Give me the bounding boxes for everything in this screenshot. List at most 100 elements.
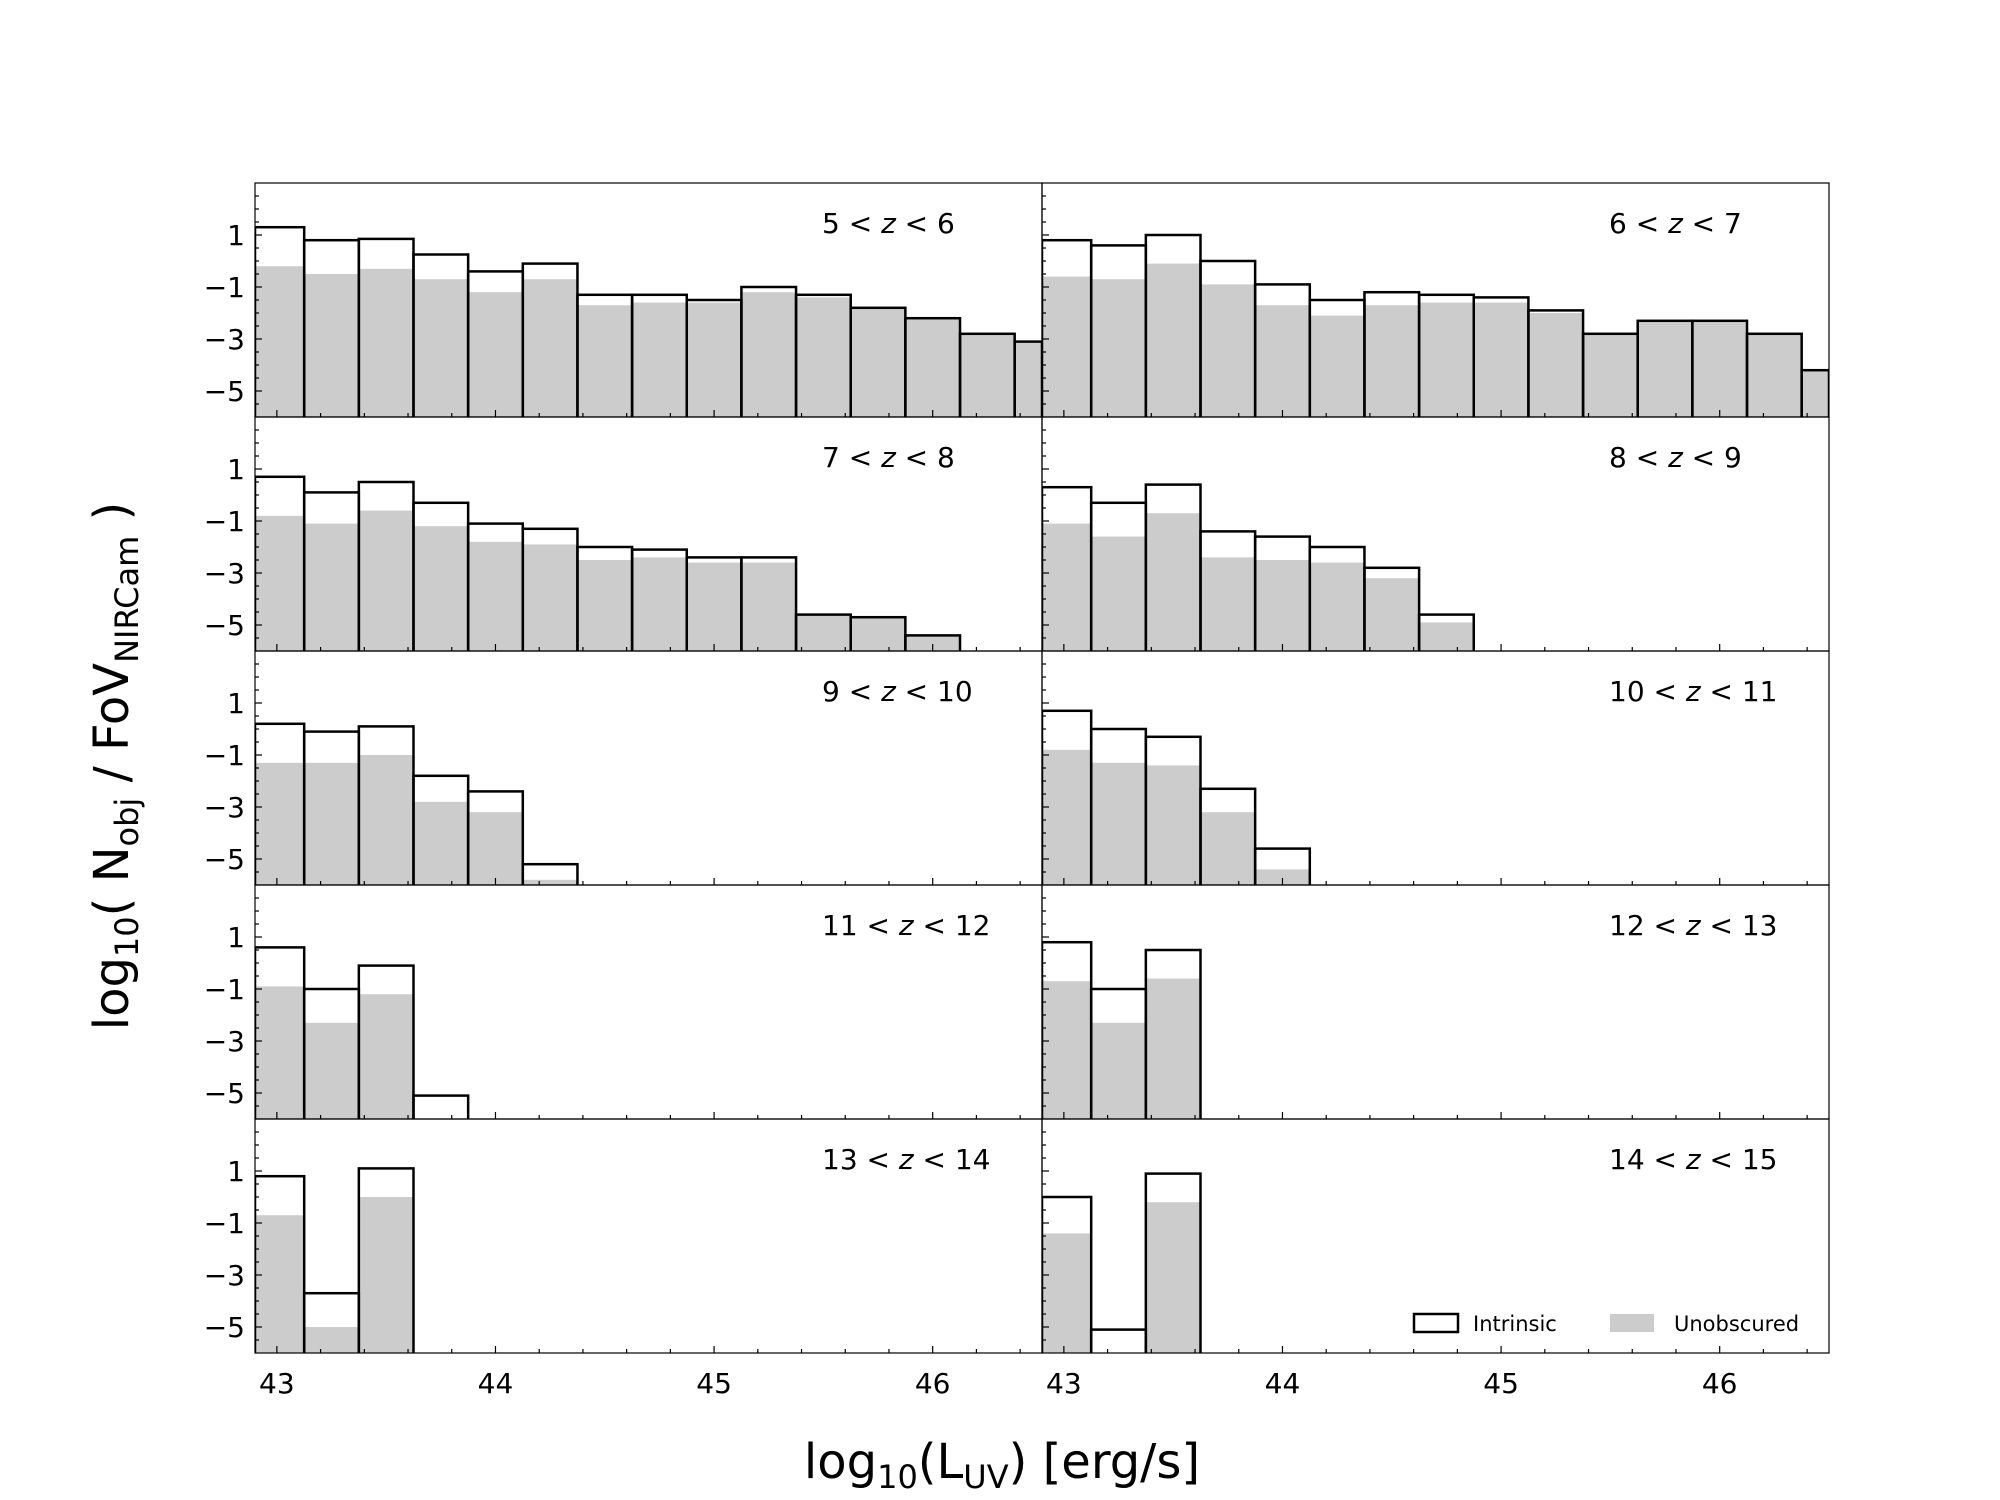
x-tick-label: 46 <box>1702 1367 1738 1400</box>
unobscured-bar <box>741 292 797 417</box>
unobscured-bar <box>1309 315 1365 417</box>
y-tick-label: 1 <box>227 219 245 252</box>
unobscured-bar <box>1419 302 1474 417</box>
intrinsic-bar <box>1144 1172 1202 1353</box>
panel-9-10: 1 −1 −3 −5 9 < z < 10 <box>204 650 1043 886</box>
unobscured-bar <box>905 635 961 651</box>
unobscured-bar <box>413 279 469 417</box>
panel-6-7: 6 < z < 7 <box>1041 182 1830 418</box>
unobscured-bar <box>413 801 469 885</box>
panel-bars <box>1042 1172 1202 1353</box>
intrinsic-bar <box>521 862 579 885</box>
unobscured-bar <box>1042 1233 1092 1353</box>
unobscured-bar <box>522 879 578 885</box>
panel-redshift-label: 9 < z < 10 <box>822 675 973 708</box>
unobscured-bar <box>255 1215 305 1353</box>
panel-redshift-label: 7 < z < 8 <box>822 441 955 474</box>
intrinsic-bar <box>1042 1195 1093 1353</box>
unobscured-bar <box>1042 276 1092 417</box>
unobscured-bar <box>522 544 578 651</box>
panel-bars <box>255 225 1042 417</box>
panel-bars <box>255 475 962 651</box>
unobscured-bar <box>1200 284 1256 417</box>
unobscured-bar <box>468 812 523 885</box>
unobscured-bar <box>304 762 359 885</box>
unobscured-bar <box>1145 765 1201 885</box>
unobscured-bar <box>304 274 359 417</box>
y-axis-title: log10( Nobj / FoVNIRCam ) <box>84 502 146 1030</box>
unobscured-bar <box>1091 536 1146 651</box>
y-tick-label: −5 <box>204 375 245 408</box>
y-tick-label: 1 <box>227 687 245 720</box>
y-tick-label: −5 <box>204 1311 245 1344</box>
y-tick-label: −3 <box>204 557 245 590</box>
panel-12-13: 12 < z < 13 <box>1041 884 1830 1120</box>
unobscured-bar <box>1014 341 1042 417</box>
panel-10-11: 10 < z < 11 <box>1041 650 1830 886</box>
y-tick-label: −3 <box>204 1259 245 1292</box>
intrinsic-bar <box>1144 948 1202 1119</box>
unobscured-bar <box>358 510 414 651</box>
panel-5-6: 1 −1 −3 −5 5 < z < 6 <box>204 182 1043 418</box>
y-tick-label: −1 <box>204 505 245 538</box>
intrinsic-bar <box>1253 847 1312 885</box>
y-tick-label: 1 <box>227 921 245 954</box>
intrinsic-bar <box>740 556 798 651</box>
y-tick-label: −1 <box>204 973 245 1006</box>
panel-bars <box>255 946 470 1119</box>
unobscured-bar <box>1042 981 1092 1119</box>
y-tick-label: −1 <box>204 271 245 304</box>
unobscured-bar <box>1200 557 1256 651</box>
unobscured-bar <box>1255 560 1310 651</box>
panel-13-14: 1 −1 −3 −5 43 44 45 46 13 < z < 14 <box>204 1118 1043 1400</box>
x-axis-title: log10(LUV) [erg/s] <box>804 1434 1200 1496</box>
unobscured-bar <box>1747 333 1802 417</box>
unobscured-bar <box>577 305 633 417</box>
panel-bars <box>1042 940 1202 1119</box>
unobscured-bar <box>1145 263 1201 417</box>
y-tick-label: −3 <box>204 323 245 356</box>
y-tick-label: −1 <box>204 1207 245 1240</box>
unobscured-bar <box>1637 320 1693 417</box>
unobscured-bar <box>1042 749 1092 885</box>
intrinsic-bar <box>357 1167 415 1353</box>
legend-unobscured-swatch <box>1610 1314 1654 1332</box>
unobscured-bar <box>358 268 414 417</box>
panel-redshift-label: 6 < z < 7 <box>1609 207 1742 240</box>
unobscured-bar <box>1091 1022 1146 1119</box>
intrinsic-bar <box>255 1174 306 1353</box>
y-tick-label: −3 <box>204 1025 245 1058</box>
panel-redshift-label: 13 < z < 14 <box>822 1143 990 1176</box>
panel-8-9: 8 < z < 9 <box>1041 416 1830 652</box>
legend-unobscured-label: Unobscured <box>1674 1312 1799 1336</box>
panel-redshift-label: 5 < z < 6 <box>822 207 955 240</box>
unobscured-bar <box>850 307 906 417</box>
unobscured-bar <box>1692 320 1748 417</box>
unobscured-bar <box>1145 513 1201 651</box>
unobscured-bar <box>1364 578 1420 651</box>
panel-redshift-label: 8 < z < 9 <box>1609 441 1742 474</box>
unobscured-bar <box>905 318 961 417</box>
unobscured-bar <box>686 562 742 651</box>
x-tick-label: 43 <box>259 1367 295 1400</box>
unobscured-bar <box>1091 762 1146 885</box>
intrinsic-bar <box>412 1094 470 1119</box>
panel-bars <box>1042 483 1476 651</box>
panel-bars <box>1042 709 1312 885</box>
y-tick-label: −3 <box>204 791 245 824</box>
legend-intrinsic-swatch <box>1412 1312 1460 1334</box>
x-tick-label: 46 <box>915 1367 951 1400</box>
unobscured-bar <box>358 1197 414 1353</box>
y-tick-label: −5 <box>204 1077 245 1110</box>
intrinsic-bar <box>1417 613 1476 651</box>
unobscured-bar <box>1364 305 1420 417</box>
unobscured-bar <box>1145 978 1201 1119</box>
unobscured-bar <box>468 541 523 651</box>
unobscured-bar <box>1042 523 1092 651</box>
unobscured-bar <box>632 557 687 651</box>
x-tick-label: 44 <box>1265 1367 1301 1400</box>
intrinsic-bar <box>357 964 415 1119</box>
panel-grid: 1 −1 −3 −5 5 < z < 6 6 < z < 7 1 −1 −3 −5 7 < z < … <box>204 182 1830 1400</box>
unobscured-bar <box>304 1022 359 1119</box>
